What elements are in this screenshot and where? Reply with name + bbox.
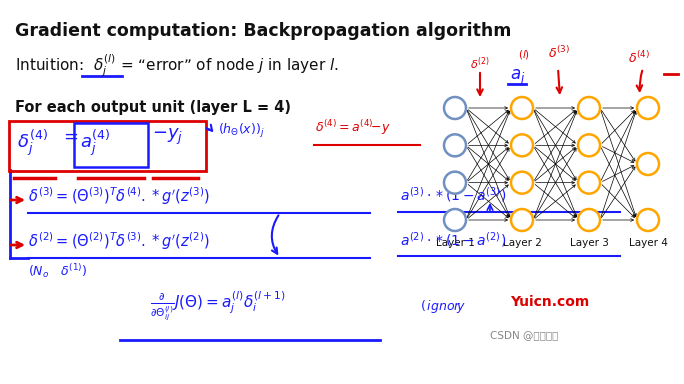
Text: Intuition:  $\delta_j^{(l)}$ = “error” of node $j$ in layer $l$.: Intuition: $\delta_j^{(l)}$ = “error” of… xyxy=(15,52,339,79)
Text: $a_j^{(4)}$: $a_j^{(4)}$ xyxy=(80,127,111,158)
Text: CSDN @敬一只猫: CSDN @敬一只猫 xyxy=(490,330,558,340)
Circle shape xyxy=(511,97,533,119)
Circle shape xyxy=(511,134,533,156)
Text: Layer 2: Layer 2 xyxy=(503,238,542,248)
Text: $\delta^{(4)}$: $\delta^{(4)}$ xyxy=(628,50,650,66)
Circle shape xyxy=(637,153,659,175)
Text: Gradient computation: Backpropagation algorithm: Gradient computation: Backpropagation al… xyxy=(15,22,512,40)
Circle shape xyxy=(578,172,600,194)
Text: $=$: $=$ xyxy=(60,127,79,145)
Text: $(N_o \quad \delta^{(1)})$: $(N_o \quad \delta^{(1)})$ xyxy=(28,262,87,280)
Text: $\delta_j^{(4)}$: $\delta_j^{(4)}$ xyxy=(17,127,48,158)
Circle shape xyxy=(578,134,600,156)
Text: $\delta^{(2)}$: $\delta^{(2)}$ xyxy=(470,55,490,71)
Circle shape xyxy=(511,172,533,194)
Text: Layer 3: Layer 3 xyxy=(570,238,609,248)
Text: $\frac{\partial}{\partial\Theta_{ij}^{(l)}} J(\Theta) = a_j^{(l)} \delta_i^{(l+1: $\frac{\partial}{\partial\Theta_{ij}^{(l… xyxy=(150,290,286,323)
Text: $a^{(2)} \cdot* (1-a^{(2)})$: $a^{(2)} \cdot* (1-a^{(2)})$ xyxy=(400,230,506,249)
Text: $(\,ignor\!y$: $(\,ignor\!y$ xyxy=(420,298,466,315)
Text: Layer 4: Layer 4 xyxy=(629,238,668,248)
Text: Yuicn.com: Yuicn.com xyxy=(510,295,589,309)
Text: $(h_\Theta(x))_j$: $(h_\Theta(x))_j$ xyxy=(218,122,265,140)
Circle shape xyxy=(578,209,600,231)
Circle shape xyxy=(578,97,600,119)
Circle shape xyxy=(637,97,659,119)
Text: $\delta^{(2)} = (\Theta^{(2)})^T\delta^{(3)} .* g'(z^{(2)})$: $\delta^{(2)} = (\Theta^{(2)})^T\delta^{… xyxy=(28,230,210,252)
Text: $(l)$: $(l)$ xyxy=(518,48,530,61)
Text: $a^{(3)} \cdot* (1-a^{(3)})$: $a^{(3)} \cdot* (1-a^{(3)})$ xyxy=(400,185,506,204)
Text: $\delta^{(3)} = (\Theta^{(3)})^T\delta^{(4)} .* g'(z^{(3)})$: $\delta^{(3)} = (\Theta^{(3)})^T\delta^{… xyxy=(28,185,210,207)
Text: $a_j$: $a_j$ xyxy=(510,68,525,88)
Circle shape xyxy=(511,209,533,231)
Circle shape xyxy=(444,97,466,119)
Circle shape xyxy=(444,209,466,231)
Circle shape xyxy=(637,209,659,231)
Text: For each output unit (layer L = 4): For each output unit (layer L = 4) xyxy=(15,100,291,115)
Text: $\delta^{(4)} = a^{(4)}\!\!-\!y$: $\delta^{(4)} = a^{(4)}\!\!-\!y$ xyxy=(315,118,391,137)
Circle shape xyxy=(444,134,466,156)
Text: $- y_j$: $- y_j$ xyxy=(152,127,183,147)
Circle shape xyxy=(444,172,466,194)
Text: Layer 1: Layer 1 xyxy=(436,238,475,248)
Text: $\delta^{(3)}$: $\delta^{(3)}$ xyxy=(548,45,570,61)
